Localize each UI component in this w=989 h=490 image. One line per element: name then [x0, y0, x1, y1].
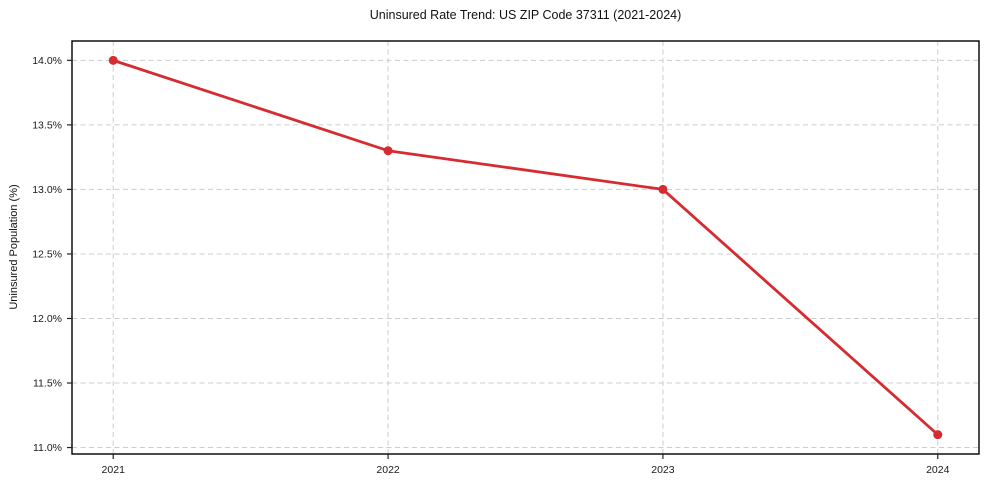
x-tick-label: 2022	[376, 464, 400, 476]
y-tick-label: 11.0%	[33, 442, 62, 454]
y-tick-label: 13.5%	[32, 119, 62, 131]
x-tick-label: 2024	[926, 464, 950, 476]
trend-line	[111, 58, 940, 437]
data-point-marker	[658, 184, 668, 194]
y-tick-label: 12.0%	[32, 313, 62, 325]
data-point-marker	[933, 430, 943, 440]
data-point-marker	[108, 55, 118, 65]
y-tick-label: 12.5%	[32, 248, 62, 260]
data-point-marker	[383, 146, 393, 156]
x-tick-label: 2021	[102, 464, 126, 476]
x-tick-label: 2023	[651, 464, 675, 476]
y-tick-label: 14.0%	[32, 55, 62, 67]
chart-title: Uninsured Rate Trend: US ZIP Code 37311 …	[369, 8, 682, 22]
plot-border	[71, 40, 980, 455]
y-tick-label: 11.5%	[33, 378, 62, 390]
y-tick-label: 13.0%	[32, 184, 62, 196]
